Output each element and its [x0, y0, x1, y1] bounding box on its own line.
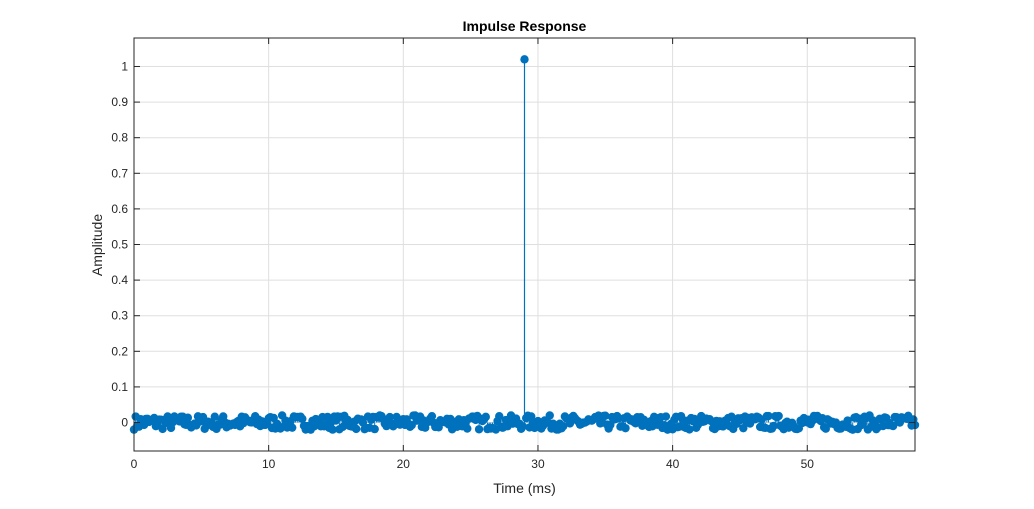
x-tick-label: 50: [801, 457, 815, 471]
y-tick-label: 0.7: [111, 166, 128, 180]
stem-marker: [764, 411, 773, 421]
y-axis-label: Amplitude: [89, 214, 105, 276]
stem-marker: [621, 423, 630, 433]
impulse-marker: [520, 55, 529, 64]
stem-marker: [288, 423, 297, 432]
stem-marker: [385, 412, 395, 422]
stem-marker: [685, 425, 694, 434]
stem-marker: [474, 425, 484, 434]
stem-marker: [328, 425, 337, 434]
stem-marker: [495, 411, 504, 421]
stem-marker: [351, 424, 361, 434]
y-tick-label: 0.3: [111, 309, 128, 323]
y-tick-label: 0.5: [111, 238, 128, 252]
stem-marker: [769, 421, 778, 431]
stem-marker: [774, 411, 783, 421]
x-tick-label: 10: [262, 457, 276, 471]
y-tick-label: 0.4: [111, 273, 128, 287]
stem-marker: [601, 411, 610, 420]
chart-title: Impulse Response: [463, 18, 587, 34]
x-tick-label: 30: [531, 457, 545, 471]
stem-marker: [545, 411, 554, 420]
x-tick-label: 20: [397, 457, 411, 471]
y-tick-label: 0.1: [111, 380, 128, 394]
x-axis-label: Time (ms): [493, 480, 555, 496]
stem-marker: [427, 411, 437, 421]
y-tick-label: 0.2: [111, 344, 128, 358]
stem-marker: [463, 424, 472, 433]
stem-marker: [518, 422, 528, 431]
stem-marker: [481, 412, 490, 422]
y-tick-label: 0: [121, 416, 128, 430]
stem-marker: [661, 412, 671, 421]
stem-marker: [298, 414, 307, 423]
stem-series: [129, 55, 920, 434]
x-tick-label: 40: [666, 457, 680, 471]
stem-marker: [370, 424, 379, 434]
y-tick-label: 0.8: [111, 131, 128, 145]
stem-marker: [559, 422, 568, 431]
stem-marker: [210, 412, 219, 421]
axis-ticks: 0 10 20 30 40 50 0 0.1 0.2 0.3 0.4 0.5 0.6 0.7 0.8 0.9 1: [111, 38, 915, 471]
x-tick-label: 0: [131, 457, 138, 471]
y-tick-label: 1: [121, 59, 128, 73]
stem-marker: [183, 413, 193, 422]
y-tick-label: 0.6: [111, 202, 128, 216]
y-tick-label: 0.9: [111, 95, 128, 109]
stem-marker: [821, 424, 830, 433]
stem-marker: [888, 421, 898, 431]
